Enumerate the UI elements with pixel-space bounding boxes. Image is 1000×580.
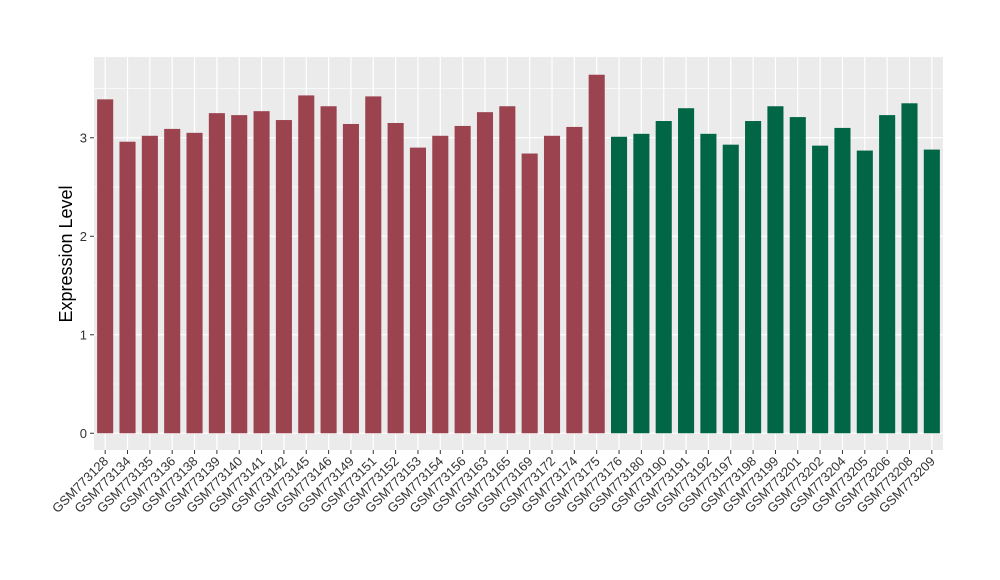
y-tick-label: 1 (80, 327, 87, 342)
bar-GSM773191 (678, 108, 695, 434)
bar-GSM773205 (856, 150, 873, 434)
bar-GSM773198 (745, 121, 762, 434)
bar-GSM773192 (700, 133, 717, 434)
bar-GSM773206 (879, 115, 896, 434)
bar-GSM773153 (409, 147, 427, 434)
bar-GSM773140 (231, 115, 248, 434)
bar-GSM773190 (655, 121, 672, 434)
bar-GSM773151 (365, 96, 382, 434)
bar-GSM773152 (387, 122, 404, 434)
bar-GSM773209 (923, 149, 940, 434)
bar-GSM773138 (186, 132, 203, 434)
bar-GSM773145 (298, 95, 315, 434)
bar-GSM773139 (208, 113, 225, 434)
bar-GSM773175 (588, 74, 605, 434)
bar-GSM773180 (633, 133, 650, 434)
x-axis: GSM773128GSM773134GSM773135GSM773136GSM7… (49, 450, 938, 516)
bar-GSM773136 (164, 128, 181, 434)
bar-GSM773201 (789, 117, 806, 434)
bar-GSM773165 (499, 106, 516, 434)
bar-GSM773174 (566, 126, 583, 434)
bar-GSM773199 (767, 106, 784, 434)
bar-GSM773156 (454, 125, 471, 434)
bar-GSM773169 (521, 153, 538, 434)
y-tick-label: 2 (80, 229, 87, 244)
bar-GSM773142 (275, 120, 292, 434)
bar-GSM773208 (901, 103, 918, 434)
bar-GSM773135 (141, 135, 158, 434)
bar-GSM773204 (834, 127, 851, 434)
bar-GSM773128 (97, 99, 114, 434)
y-axis-title: Expression Level (56, 185, 76, 322)
bars (97, 74, 940, 434)
bar-GSM773172 (543, 135, 561, 434)
bar-GSM773176 (610, 136, 628, 434)
bar-GSM773163 (476, 112, 494, 434)
bar-GSM773149 (342, 123, 359, 434)
bar-GSM773134 (119, 141, 136, 434)
bar-GSM773154 (432, 135, 449, 434)
bar-GSM773146 (320, 106, 337, 434)
y-tick-label: 3 (80, 130, 87, 145)
bar-GSM773202 (812, 145, 829, 434)
y-tick-label: 0 (80, 426, 87, 441)
bar-GSM773197 (722, 144, 739, 434)
y-axis: 0 1 2 3 (80, 130, 94, 441)
bar-GSM773141 (253, 111, 270, 434)
